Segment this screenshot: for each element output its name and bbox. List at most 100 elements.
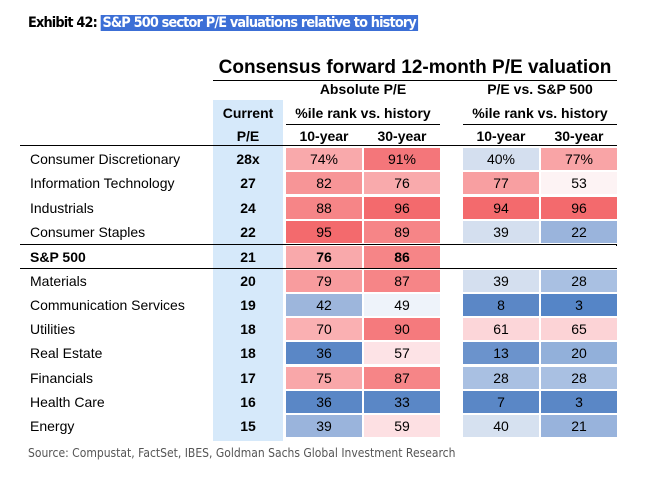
sector-label: Consumer Staples <box>30 223 146 240</box>
rel-30y-rank-cell: 21 <box>541 415 617 438</box>
rel-10y-rank-cell: 61 <box>463 318 539 341</box>
table-title: Consensus forward 12-month P/E valuation <box>213 56 617 81</box>
col-header-rel-10y: 10-year <box>476 128 526 144</box>
rel-30y-rank-cell: 28 <box>541 269 617 292</box>
current-pe-value: 28x <box>236 151 260 167</box>
abs-30y-rank-cell: 87 <box>364 366 440 389</box>
rel-10y-rank-cell: 39 <box>463 220 539 243</box>
current-pe-value: 18 <box>240 345 256 362</box>
exhibit-heading: Exhibit 42: S&P 500 sector P/E valuation… <box>28 12 418 34</box>
benchmark-row: S&P 500 21 76 86 <box>20 244 617 270</box>
abs-10y-rank-cell: 79 <box>286 269 362 292</box>
col-header-rel-30y: 30-year <box>554 128 604 144</box>
current-pe-value: 20 <box>240 272 256 289</box>
abs-10y-rank-cell: 74% <box>286 148 362 170</box>
abs-30y-rank-cell: 59 <box>364 415 440 438</box>
header-divider <box>20 145 617 146</box>
sector-label: Real Estate <box>30 345 103 362</box>
sector-label: Industrials <box>30 199 94 216</box>
abs-30y-rank-cell: 90 <box>364 318 440 341</box>
rel-10y-rank-cell: 39 <box>463 269 539 292</box>
current-header: Current <box>222 105 274 121</box>
table-row: Consumer Staples 22 95 89 39 22 <box>20 220 617 244</box>
abs-10y-rank-cell: 70 <box>286 318 362 341</box>
abs-30y-rank-cell: 76 <box>364 172 440 195</box>
abs-30y-rank-cell: 91% <box>364 148 440 170</box>
abs-30y-rank-cell: 89 <box>364 220 440 243</box>
abs-10y-rank-cell: 36 <box>286 391 362 413</box>
group-header-absolute: Absolute P/E <box>319 81 407 97</box>
current-pe-value: 15 <box>240 418 256 435</box>
current-pe-value: 24 <box>240 199 256 216</box>
rel-30y-rank-cell: 65 <box>541 318 617 341</box>
rel-30y-rank-cell: 3 <box>541 391 617 413</box>
rel-30y-rank-cell: 77% <box>541 148 617 170</box>
sub-header-relative: %ile rank vs. history <box>463 105 617 125</box>
table-row: Consumer Discretionary 28x 74% 91% 40% 77% <box>20 147 617 171</box>
rel-30y-rank-cell: 28 <box>541 366 617 389</box>
current-pe-value: 22 <box>240 223 256 240</box>
current-pe-column-bg <box>213 100 283 441</box>
table-row: Real Estate 18 36 57 13 20 <box>20 341 617 365</box>
current-pe-value: 18 <box>240 321 256 338</box>
rel-30y-rank-cell <box>541 246 617 269</box>
rel-10y-rank-cell: 13 <box>463 342 539 365</box>
abs-30y-rank-cell: 33 <box>364 391 440 413</box>
sector-label: Health Care <box>30 394 105 410</box>
abs-10y-rank-cell: 75 <box>286 366 362 389</box>
rel-10y-rank-cell: 77 <box>463 172 539 195</box>
sector-label: Materials <box>30 272 87 289</box>
abs-10y-rank-cell: 95 <box>286 220 362 243</box>
col-header-abs-30y: 30-year <box>377 128 427 144</box>
col-header-abs-10y: 10-year <box>299 128 349 144</box>
table-row: Utilities 18 70 90 61 65 <box>20 317 617 341</box>
exhibit-title: S&P 500 sector P/E valuations relative t… <box>100 15 418 31</box>
rel-10y-rank-cell: 28 <box>463 366 539 389</box>
abs-10y-rank-cell: 36 <box>286 342 362 365</box>
abs-30y-rank-cell: 49 <box>364 293 440 316</box>
table-row: Communication Services 19 42 49 8 3 <box>20 293 617 317</box>
current-pe-value: 16 <box>240 394 256 410</box>
rel-30y-rank-cell: 3 <box>541 293 617 316</box>
rel-30y-rank-cell: 22 <box>541 220 617 243</box>
sector-label: Energy <box>30 418 75 435</box>
abs-30y-rank-cell: 87 <box>364 269 440 292</box>
abs-30y-rank-cell: 57 <box>364 342 440 365</box>
sub-header-absolute: %ile rank vs. history <box>286 105 440 125</box>
rel-10y-rank-cell: 8 <box>463 293 539 316</box>
rel-10y-rank-cell: 94 <box>463 196 539 219</box>
sector-label: Information Technology <box>30 175 175 192</box>
abs-10y-rank-cell: 39 <box>286 415 362 438</box>
rel-10y-rank-cell: 7 <box>463 391 539 413</box>
table-row: Information Technology 27 82 76 77 53 <box>20 171 617 195</box>
rel-30y-rank-cell: 20 <box>541 342 617 365</box>
rel-10y-rank-cell: 40% <box>463 148 539 170</box>
table-row: Industrials 24 88 96 94 96 <box>20 196 617 220</box>
table-row: Materials 20 79 87 39 28 <box>20 269 617 293</box>
rel-30y-rank-cell: 53 <box>541 172 617 195</box>
sector-label: Utilities <box>30 321 76 338</box>
group-header-relative: P/E vs. S&P 500 <box>487 81 593 97</box>
rel-10y-rank-cell: 40 <box>463 415 539 438</box>
source-note: Source: Compustat, FactSet, IBES, Goldma… <box>28 446 456 460</box>
sector-label: Consumer Discretionary <box>30 151 181 167</box>
table-row: Financials 17 75 87 28 28 <box>20 366 617 390</box>
rel-30y-rank-cell: 96 <box>541 196 617 219</box>
exhibit-label: Exhibit 42: <box>28 15 98 31</box>
sector-label: S&P 500 <box>30 249 86 266</box>
current-pe-value: 27 <box>240 175 256 192</box>
abs-30y-rank-cell: 96 <box>364 196 440 219</box>
pe-header: P/E <box>236 128 260 144</box>
sector-label: Communication Services <box>30 296 185 313</box>
rel-10y-rank-cell <box>463 246 539 269</box>
table-row: Energy 15 39 59 40 21 <box>20 414 617 438</box>
abs-10y-rank-cell: 88 <box>286 196 362 219</box>
abs-10y-rank-cell: 76 <box>286 246 362 269</box>
current-pe-value: 17 <box>240 369 256 386</box>
current-pe-value: 21 <box>240 249 256 266</box>
sector-label: Financials <box>30 369 94 386</box>
current-pe-value: 19 <box>240 296 256 313</box>
abs-10y-rank-cell: 82 <box>286 172 362 195</box>
abs-10y-rank-cell: 42 <box>286 293 362 316</box>
table-row: Health Care 16 36 33 7 3 <box>20 390 617 414</box>
